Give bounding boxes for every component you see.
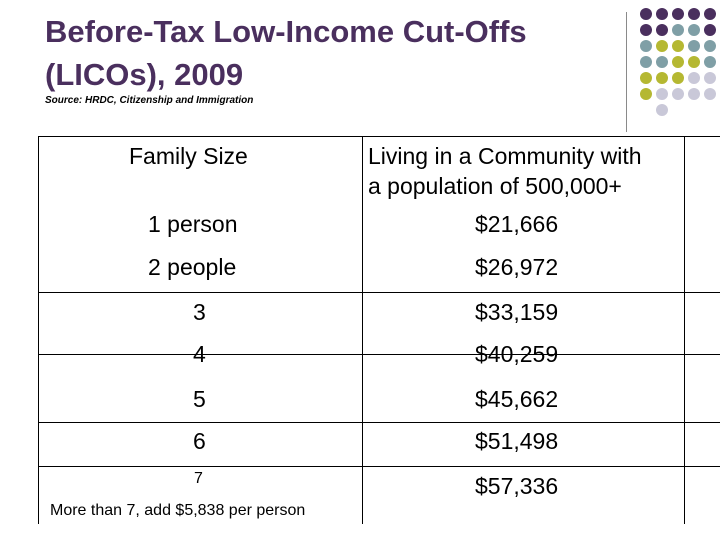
amount-cell: $45,662 — [475, 386, 559, 412]
decorative-dot — [688, 8, 700, 20]
family-size-cell: 7 — [194, 470, 203, 487]
decorative-dot — [656, 40, 668, 52]
amount-cell: $51,498 — [475, 428, 559, 454]
decorative-dot — [640, 40, 652, 52]
decorative-dot — [640, 72, 652, 84]
amount-cell: $40,259 — [475, 341, 559, 367]
decorative-dot — [640, 88, 652, 100]
decorative-dot — [704, 40, 716, 52]
table-top-rule — [38, 136, 720, 137]
header-community-line-1: Living in a Community with — [368, 143, 642, 169]
decorative-dot — [640, 24, 652, 36]
decorative-dot — [656, 56, 668, 68]
decorative-dot — [704, 56, 716, 68]
decorative-dot — [672, 8, 684, 20]
family-size-cell: 5 — [193, 386, 206, 412]
row-rule — [38, 422, 720, 423]
table-left-rule — [38, 136, 39, 524]
row-rule — [38, 466, 720, 467]
licos-table: Family Size Living in a Community with a… — [38, 136, 720, 524]
amount-cell: $57,336 — [475, 473, 559, 499]
decorative-dot — [672, 24, 684, 36]
decorative-dot — [672, 88, 684, 100]
decorative-dot — [688, 40, 700, 52]
decorative-dot-grid — [640, 8, 720, 118]
divider-line — [626, 12, 627, 132]
decorative-dot — [688, 72, 700, 84]
header-community-line-2: a population of 500,000+ — [368, 173, 622, 199]
decorative-dot — [656, 24, 668, 36]
source-note: Source: HRDC, Citizenship and Immigratio… — [45, 95, 254, 106]
table-middle-rule — [362, 136, 363, 524]
decorative-dot — [640, 56, 652, 68]
row-rule — [38, 292, 720, 293]
decorative-dot — [672, 72, 684, 84]
family-size-cell: 3 — [193, 299, 206, 325]
family-size-cell: 6 — [193, 428, 206, 454]
decorative-dot — [688, 24, 700, 36]
header-community: Living in a Community with a population … — [368, 141, 642, 201]
family-size-cell: 4 — [193, 341, 206, 367]
decorative-dot — [672, 40, 684, 52]
decorative-dot — [656, 8, 668, 20]
decorative-dot — [704, 88, 716, 100]
decorative-dot — [688, 88, 700, 100]
row-rule — [38, 354, 720, 355]
decorative-dot — [704, 72, 716, 84]
decorative-dot — [656, 104, 668, 116]
table-right-rule — [684, 136, 685, 524]
table-footnote: More than 7, add $5,838 per person — [50, 502, 306, 519]
decorative-dot — [704, 24, 716, 36]
title-line-2: (LICOs), 2009 — [45, 57, 244, 92]
amount-cell: $33,159 — [475, 299, 559, 325]
decorative-dot — [656, 88, 668, 100]
family-size-cell: 1 person — [148, 211, 238, 237]
slide-title: Before-Tax Low-Income Cut-Offs (LICOs), … — [45, 10, 605, 96]
header-family-size: Family Size — [129, 143, 248, 169]
decorative-dot — [672, 56, 684, 68]
decorative-dot — [640, 8, 652, 20]
amount-cell: $26,972 — [475, 254, 559, 280]
amount-cell: $21,666 — [475, 211, 559, 237]
decorative-dot — [688, 56, 700, 68]
decorative-dot — [656, 72, 668, 84]
title-line-1: Before-Tax Low-Income Cut-Offs — [45, 14, 527, 49]
family-size-cell: 2 people — [148, 254, 237, 280]
decorative-dot — [704, 8, 716, 20]
